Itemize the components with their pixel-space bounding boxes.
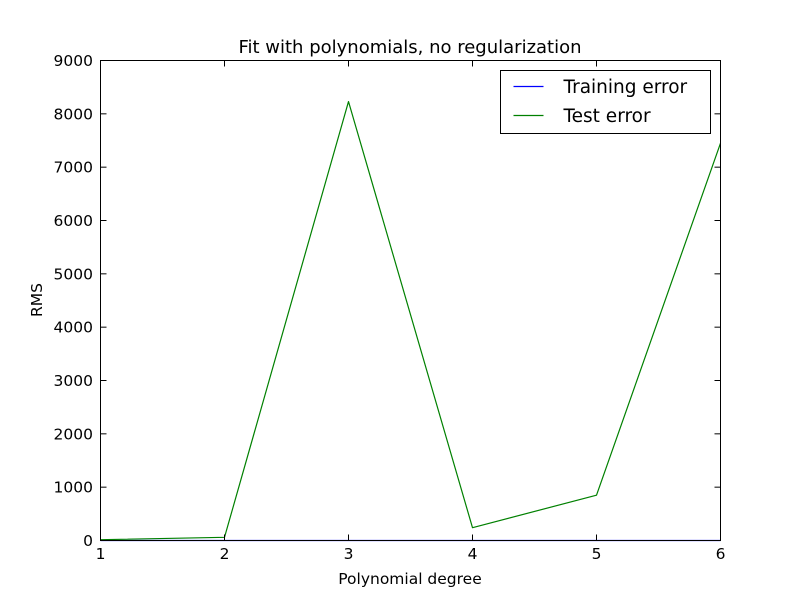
y-tick-label: 3000 bbox=[54, 372, 93, 390]
y-tick-label: 5000 bbox=[54, 265, 93, 283]
y-tick-label: 8000 bbox=[54, 105, 93, 123]
legend-box bbox=[500, 70, 711, 134]
plot-frame bbox=[100, 60, 721, 541]
legend-label: Training error bbox=[563, 77, 688, 98]
x-axis: 1 2 3 4 5 6 bbox=[96, 60, 726, 563]
x-tick-label: 4 bbox=[468, 545, 478, 563]
x-tick-label: 5 bbox=[592, 545, 602, 563]
y-tick-label: 9000 bbox=[54, 52, 93, 70]
y-axis: 0 1000 2000 3000 4000 5000 6000 7000 8000 9000 bbox=[54, 52, 721, 550]
y-tick-label: 6000 bbox=[54, 212, 93, 230]
series-line-2 bbox=[100, 100, 722, 541]
x-tick-label: 1 bbox=[96, 545, 106, 563]
y-tick-label: 4000 bbox=[54, 319, 93, 337]
chart-title: Fit with polynomials, no regularization bbox=[238, 37, 581, 58]
y-tick-label: 7000 bbox=[54, 159, 93, 177]
y-tick-label: 1000 bbox=[54, 479, 93, 497]
y-axis-label: RMS bbox=[28, 283, 46, 317]
legend: Training error Test error bbox=[500, 70, 711, 134]
x-tick-label: 3 bbox=[344, 545, 354, 563]
x-tick-label: 2 bbox=[220, 545, 230, 563]
y-tick-label: 0 bbox=[83, 532, 93, 550]
plot-series bbox=[100, 100, 722, 542]
x-axis-label: Polynomial degree bbox=[338, 570, 482, 588]
y-tick-label: 2000 bbox=[54, 425, 93, 443]
legend-label: Test error bbox=[563, 106, 651, 127]
x-tick-label: 6 bbox=[716, 545, 726, 563]
